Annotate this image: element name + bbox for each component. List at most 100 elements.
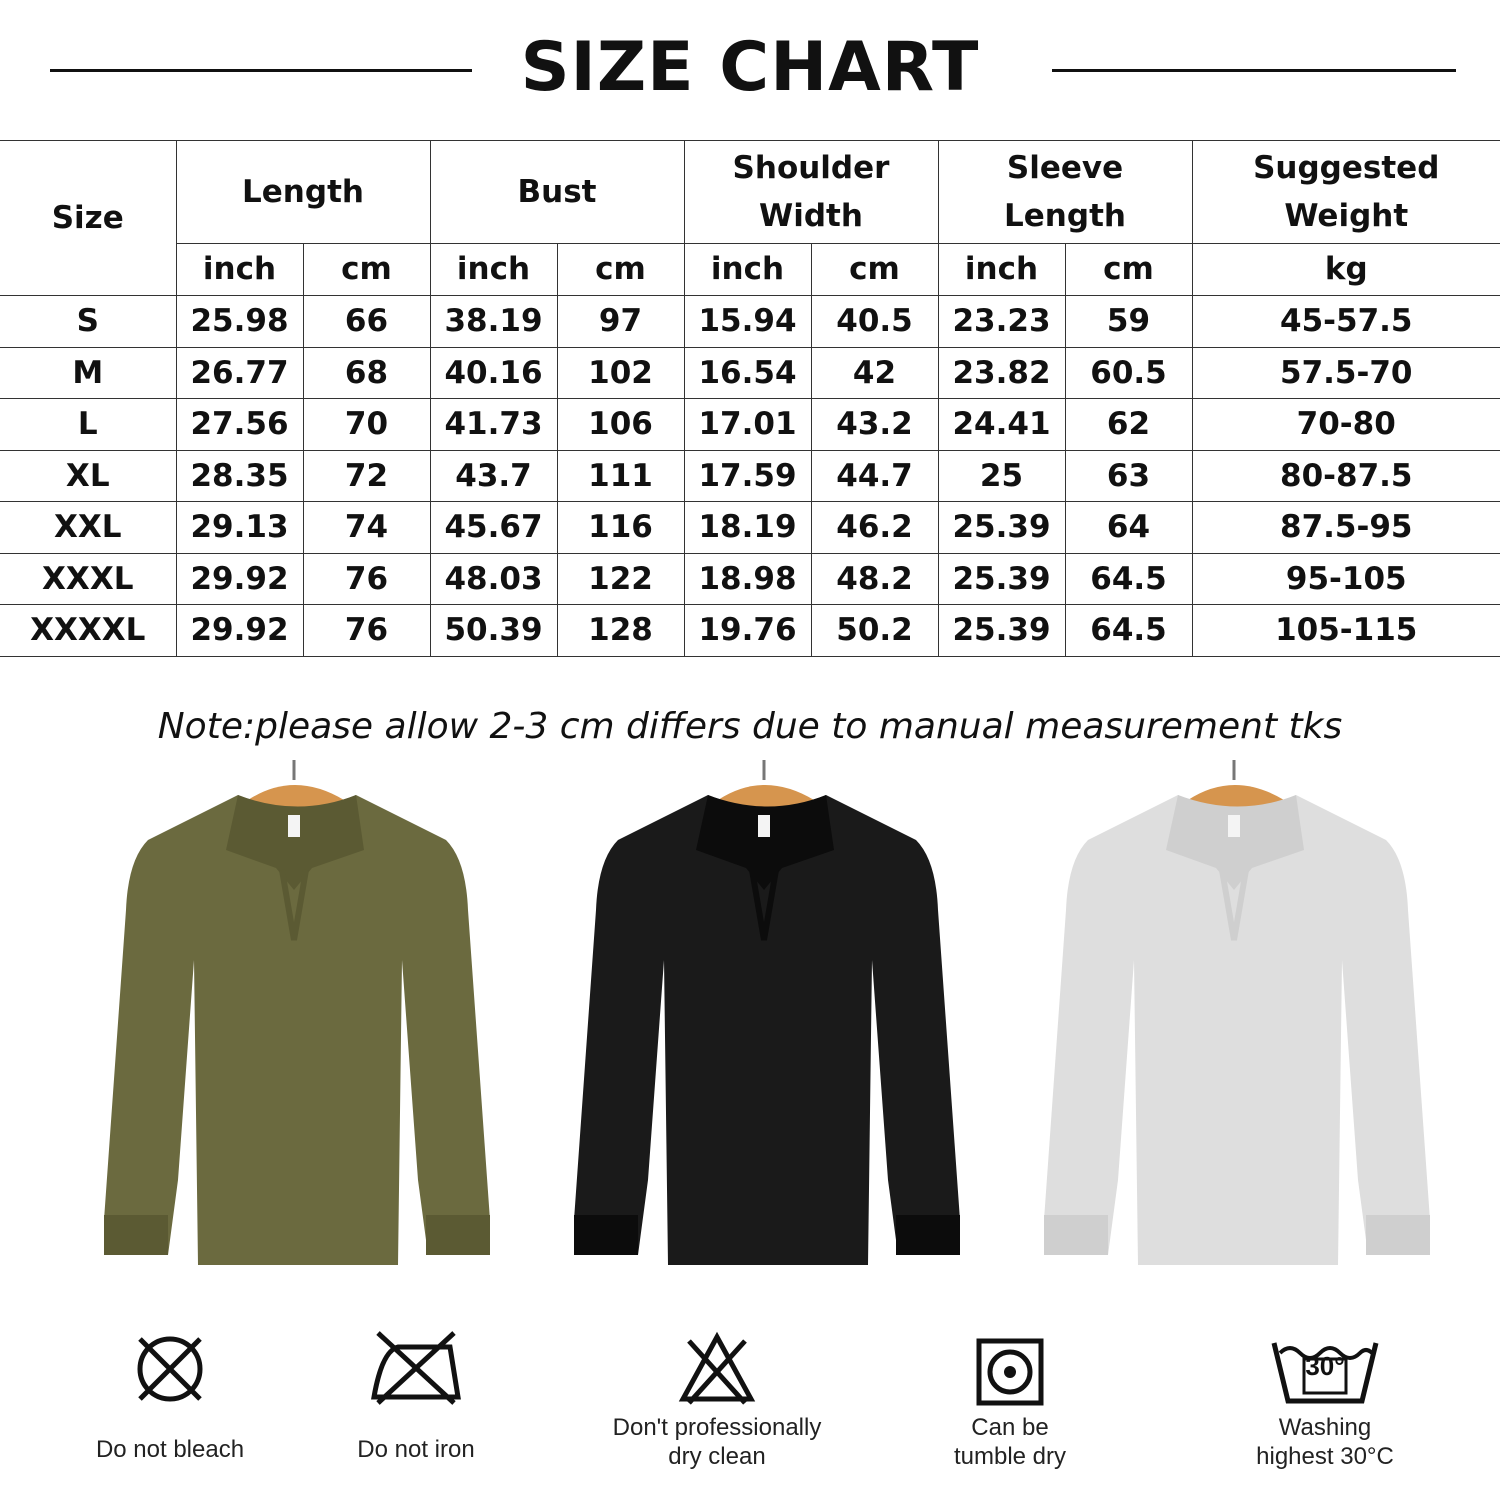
table-cell: 48.03: [429, 552, 558, 605]
care-label: Do not bleach: [95, 1436, 245, 1463]
tumble-dry-icon: [880, 1325, 1140, 1407]
title-rule-right: [1052, 69, 1456, 72]
shirt-olive: [98, 760, 498, 1280]
size-cell: XXXXL: [0, 604, 177, 657]
care-label: Can be tumble dry: [953, 1414, 1067, 1470]
care-item: Can be tumble dry: [880, 1325, 1140, 1471]
measurement-note: Note:please allow 2-3 cm differs due to …: [157, 706, 1343, 747]
table-cell: 23.23: [937, 295, 1066, 348]
table-cell: 95-105: [1191, 552, 1500, 605]
table-cell: 24.41: [937, 398, 1066, 451]
wash-30-icon: 30°: [1195, 1325, 1455, 1407]
do-not-bleach-icon: [40, 1325, 300, 1407]
table-cell: 25.39: [937, 552, 1066, 605]
group-header-shoulder-text: Shoulder Width: [732, 149, 890, 234]
table-cell: 105-115: [1191, 604, 1500, 657]
table-cell: 122: [556, 552, 685, 605]
care-item: Do not iron: [286, 1325, 546, 1464]
table-cell: 16.54: [683, 346, 812, 399]
table-cell: 72: [302, 449, 431, 502]
group-header-bust: Bust: [429, 140, 685, 244]
unit-header: inch: [683, 243, 812, 296]
table-row: XXL 29.13 74 45.67 116 18.19 46.2 25.39 64 87.5-9…: [0, 501, 1500, 554]
table-row: S 25.98 66 38.19 97 15.94 40.5 23.23 59 45-57.5: [0, 295, 1500, 348]
page-title: SIZE CHART: [520, 28, 980, 107]
table-cell: 41.73: [429, 398, 558, 451]
table-cell: 29.13: [175, 501, 304, 554]
table-cell: 44.7: [810, 449, 939, 502]
table-cell: 57.5-70: [1191, 346, 1500, 399]
care-item: 30° Washing highest 30°C: [1195, 1325, 1455, 1471]
table-cell: 50.2: [810, 604, 939, 657]
table-cell: 42: [810, 346, 939, 399]
table-cell: 45-57.5: [1191, 295, 1500, 348]
unit-header: cm: [810, 243, 939, 296]
do-not-iron-icon: [286, 1325, 546, 1407]
unit-header: inch: [937, 243, 1066, 296]
table-cell: 45.67: [429, 501, 558, 554]
shirt-light-gray: [1038, 760, 1438, 1280]
table-cell: 23.82: [937, 346, 1066, 399]
care-item: Don't professionally dry clean: [587, 1325, 847, 1471]
table-cell: 70: [302, 398, 431, 451]
group-header-shoulder: Shoulder Width: [683, 140, 939, 244]
no-dry-clean-icon: [587, 1325, 847, 1407]
table-cell: 106: [556, 398, 685, 451]
shirt-black: [568, 760, 968, 1280]
table-cell: 80-87.5: [1191, 449, 1500, 502]
group-header-sleeve-text: Sleeve Length: [1004, 149, 1126, 234]
table-row: XXXL 29.92 76 48.03 122 18.98 48.2 25.39 64.5 95-…: [0, 552, 1500, 605]
table-cell: 17.01: [683, 398, 812, 451]
table-cell: 50.39: [429, 604, 558, 657]
table-cell: 40.5: [810, 295, 939, 348]
table-cell: 15.94: [683, 295, 812, 348]
table-cell: 70-80: [1191, 398, 1500, 451]
table-cell: 64: [1064, 501, 1193, 554]
table-cell: 29.92: [175, 604, 304, 657]
table-cell: 111: [556, 449, 685, 502]
table-cell: 38.19: [429, 295, 558, 348]
table-cell: 64.5: [1064, 552, 1193, 605]
group-header-weight-text: Suggested Weight: [1253, 149, 1440, 234]
table-row: M 26.77 68 40.16 102 16.54 42 23.82 60.5 57.5-70: [0, 346, 1500, 399]
size-cell: XL: [0, 449, 177, 502]
care-label: Do not iron: [357, 1436, 475, 1463]
table-cell: 48.2: [810, 552, 939, 605]
table-cell: 116: [556, 501, 685, 554]
table-cell: 25: [937, 449, 1066, 502]
unit-header: inch: [429, 243, 558, 296]
table-row: XXXXL 29.92 76 50.39 128 19.76 50.2 25.39 64.5 10…: [0, 604, 1500, 657]
table-row: XL 28.35 72 43.7 111 17.59 44.7 25 63 80-87.5: [0, 449, 1500, 502]
table-cell: 40.16: [429, 346, 558, 399]
unit-header: kg: [1191, 243, 1500, 296]
size-cell: XXXL: [0, 552, 177, 605]
table-cell: 46.2: [810, 501, 939, 554]
care-item: Do not bleach: [40, 1325, 300, 1464]
table-cell: 64.5: [1064, 604, 1193, 657]
table-cell: 18.98: [683, 552, 812, 605]
size-chart-table: Size Length Bust Shoulder Width Sleeve L…: [0, 140, 1500, 657]
size-cell: L: [0, 398, 177, 451]
group-header-sleeve: Sleeve Length: [937, 140, 1193, 244]
unit-header: inch: [175, 243, 304, 296]
table-cell: 97: [556, 295, 685, 348]
table-cell: 29.92: [175, 552, 304, 605]
table-cell: 60.5: [1064, 346, 1193, 399]
care-label: Washing highest 30°C: [1256, 1414, 1394, 1470]
table-cell: 18.19: [683, 501, 812, 554]
unit-header: cm: [302, 243, 431, 296]
table-row: L 27.56 70 41.73 106 17.01 43.2 24.41 62 70-80: [0, 398, 1500, 451]
table-cell: 63: [1064, 449, 1193, 502]
size-cell: M: [0, 346, 177, 399]
table-cell: 43.7: [429, 449, 558, 502]
table-cell: 76: [302, 552, 431, 605]
size-cell: XXL: [0, 501, 177, 554]
table-cell: 62: [1064, 398, 1193, 451]
table-cell: 25.39: [937, 501, 1066, 554]
care-label: Don't professionally dry clean: [612, 1414, 822, 1470]
table-cell: 87.5-95: [1191, 501, 1500, 554]
size-header: Size: [0, 140, 177, 296]
table-cell: 26.77: [175, 346, 304, 399]
table-cell: 102: [556, 346, 685, 399]
table-cell: 43.2: [810, 398, 939, 451]
